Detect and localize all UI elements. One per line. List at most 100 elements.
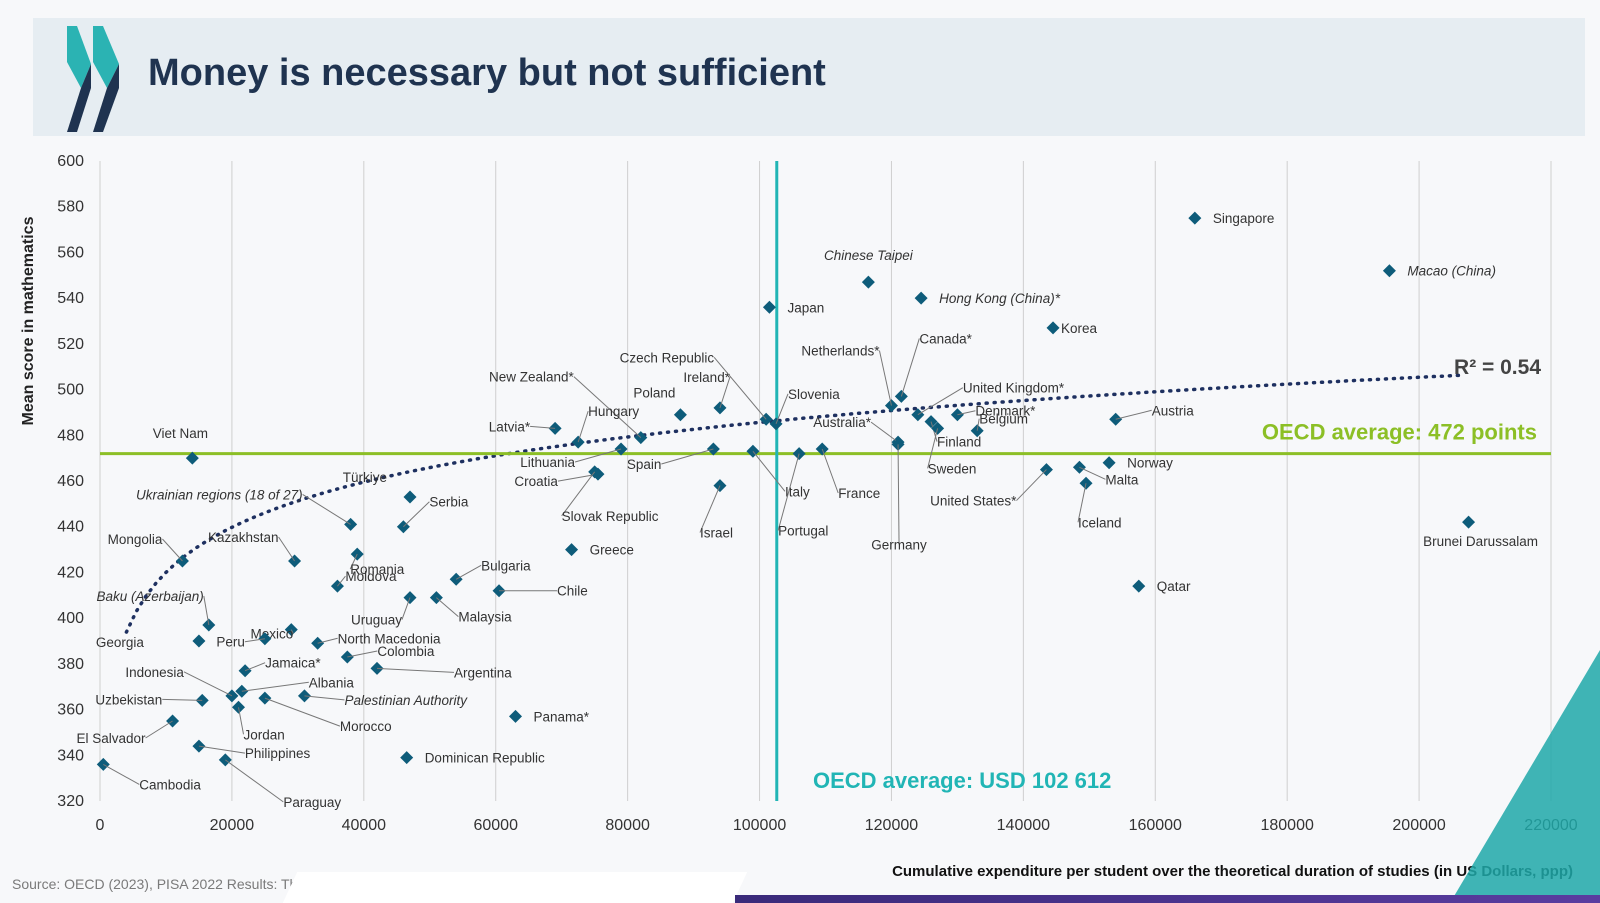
y-tick-label: 480 [57, 427, 84, 444]
header-banner: Money is necessary but not sufficient [33, 18, 1585, 136]
source-note: Source: OECD (2023), PISA 2022 Results: … [12, 876, 334, 892]
x-tick-label: 20000 [210, 817, 255, 834]
data-label: Romania [350, 562, 405, 577]
data-label: Japan [787, 300, 824, 315]
label-leader-line [900, 338, 920, 397]
data-label: Norway [1127, 456, 1173, 471]
x-tick-label: 180000 [1260, 817, 1313, 834]
label-leader-line [290, 629, 294, 634]
data-label: El Salvador [77, 731, 147, 746]
label-leader-line [1077, 483, 1087, 523]
label-leader-line [349, 553, 358, 570]
label-leader-line [530, 425, 556, 429]
label-leader-line [244, 662, 266, 672]
y-tick-label: 560 [57, 244, 84, 261]
label-leader-line [203, 595, 210, 626]
label-leader-line [557, 473, 599, 482]
label-leader-line [957, 410, 976, 416]
data-label: Türkiye [343, 470, 387, 485]
y-tick-label: 500 [57, 382, 84, 399]
data-label: Viet Nam [153, 426, 208, 441]
x-tick-label: 120000 [865, 817, 918, 834]
label-leader-line [574, 448, 622, 463]
y-tick-label: 520 [57, 336, 84, 353]
data-label: Malta [1105, 472, 1139, 487]
data-label: Paraguay [283, 795, 341, 810]
x-tick-label: 40000 [342, 817, 387, 834]
data-label: Hungary [588, 404, 639, 419]
label-leader-line [183, 671, 233, 697]
data-point [185, 451, 199, 465]
data-label: Palestinian Authority [344, 693, 468, 708]
data-point [400, 751, 414, 765]
label-leader-line [577, 410, 589, 443]
label-leader-line [821, 448, 839, 494]
data-point [1188, 211, 1202, 225]
data-label: Poland [633, 386, 675, 401]
data-label: Greece [590, 543, 634, 558]
label-leader-line [930, 421, 938, 442]
data-label: Chile [557, 584, 588, 599]
decorative-bar [735, 895, 1600, 903]
data-point [861, 275, 875, 289]
data-point [1046, 321, 1060, 335]
data-label: United States* [930, 494, 1017, 509]
data-label: Dominican Republic [425, 751, 545, 766]
y-tick-label: 320 [57, 793, 84, 810]
y-tick-label: 460 [57, 473, 84, 490]
x-tick-label: 200000 [1392, 817, 1445, 834]
data-label: North Macedonia [338, 631, 441, 646]
data-label: Finland [937, 435, 981, 450]
x-tick-label: 140000 [997, 817, 1050, 834]
data-label: Kazakhstan [208, 530, 279, 545]
data-label: Portugal [778, 524, 828, 539]
data-label: France [838, 486, 880, 501]
data-label: Qatar [1157, 579, 1191, 594]
x-tick-label: 60000 [473, 817, 518, 834]
label-leader-line [347, 650, 378, 658]
y-tick-label: 340 [57, 747, 84, 764]
label-leader-line [897, 444, 900, 545]
data-label: Austria [1152, 403, 1195, 418]
data-label: Czech Republic [620, 350, 715, 365]
label-leader-line [870, 421, 899, 443]
page-title: Money is necessary but not sufficient [148, 52, 826, 94]
label-leader-line [238, 707, 244, 735]
label-leader-line [699, 485, 721, 533]
label-leader-line [777, 453, 800, 531]
r-squared-label: R² = 0.54 [1454, 356, 1541, 379]
data-label: Morocco [340, 719, 392, 734]
data-label: Colombia [377, 644, 435, 659]
data-point [673, 408, 687, 422]
data-label: Indonesia [125, 665, 184, 680]
data-label: Spain [627, 457, 662, 472]
x-axis-label: Cumulative expenditure per student over … [892, 863, 1573, 880]
data-label: Macao (China) [1407, 264, 1496, 279]
data-point [403, 490, 417, 504]
trend-line [124, 373, 1464, 634]
label-leader-line [317, 637, 338, 644]
x-tick-label: 80000 [605, 817, 650, 834]
data-label: New Zealand* [489, 370, 575, 385]
label-leader-line [1016, 469, 1047, 501]
oecd-average-expenditure-label: OECD average: USD 102 612 [813, 768, 1111, 793]
y-tick-label: 360 [57, 702, 84, 719]
data-label: Sweden [928, 461, 977, 476]
data-point [1132, 579, 1146, 593]
label-leader-line [775, 393, 789, 425]
data-label: Jamaica* [265, 656, 321, 671]
data-label: Belgium [979, 412, 1028, 427]
oecd-average-score-label: OECD average: 472 points [1262, 420, 1537, 445]
data-label: Baku (Azerbaijan) [97, 589, 204, 604]
label-leader-line [917, 387, 964, 416]
data-label: Jordan [244, 727, 285, 742]
data-point [509, 709, 523, 723]
y-tick-label: 580 [57, 199, 84, 216]
y-tick-label: 540 [57, 290, 84, 307]
y-tick-label: 440 [57, 519, 84, 536]
data-label: Croatia [514, 474, 558, 489]
x-tick-label: 160000 [1129, 817, 1182, 834]
data-point [914, 291, 928, 305]
data-label: Singapore [1213, 211, 1275, 226]
